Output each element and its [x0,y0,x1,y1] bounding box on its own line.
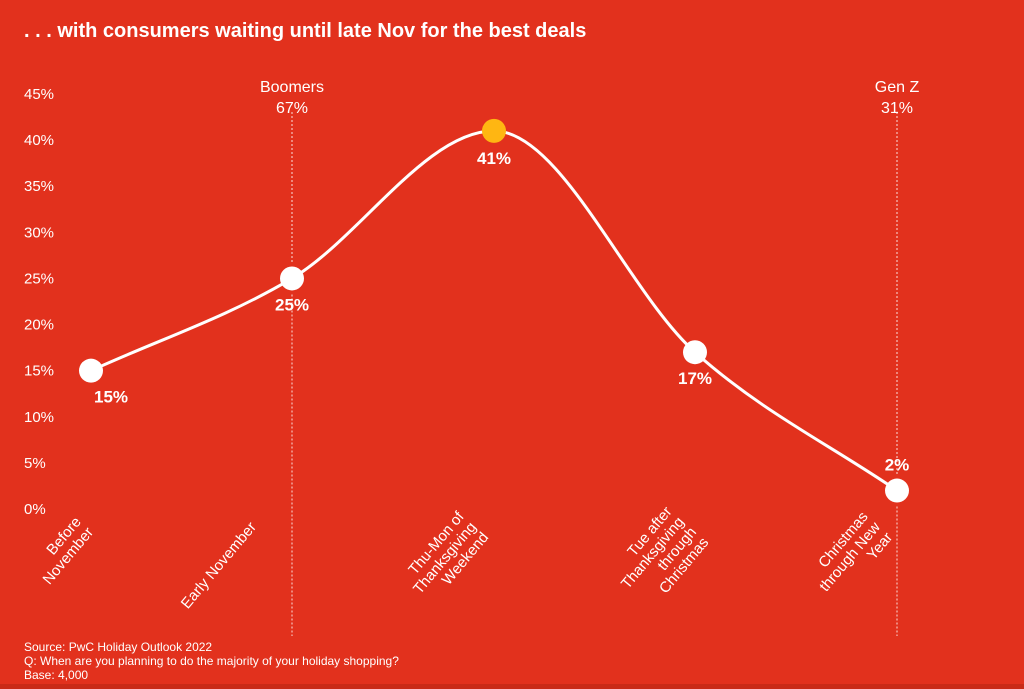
y-tick-label: 35% [24,178,54,195]
annotation-label: 31% [881,100,913,117]
y-tick-label: 5% [24,455,46,472]
y-tick-label: 30% [24,224,54,241]
line-chart: 0% 5% 10% 15% 20% 25% 30% 35% 40% 45% Boomers 67% G… [24,79,919,636]
annotations: Boomers 67% Gen Z 31% [260,79,919,636]
x-tick-label: Early November [178,519,260,612]
x-tick-label: Christmasthrough NewYear [804,508,896,605]
data-label: 2% [885,456,910,475]
x-tick-label: BeforeNovember [27,514,97,588]
series: 15% 25% 41% 17% 2% [79,118,910,503]
y-tick-label: 20% [24,317,54,334]
y-tick-label: 15% [24,363,54,380]
x-axis: BeforeNovember Early November Thu-Mon ofTh… [27,503,897,612]
chart-title: . . . with consumers waiting until late … [24,20,587,42]
data-marker [280,266,304,291]
y-tick-label: 10% [24,409,54,426]
annotation-label: Boomers [260,79,324,96]
highlight-marker [482,118,506,143]
question-note: Q: When are you planning to do the major… [24,654,399,668]
y-tick-label: 25% [24,270,54,287]
annotation-label: Gen Z [875,79,920,96]
bottom-strip [0,684,1024,689]
base-note: Base: 4,000 [24,668,89,682]
annotation-label: 67% [276,100,308,117]
footer: Source: PwC Holiday Outlook 2022 Q: When… [24,640,399,682]
y-tick-label: 45% [24,86,54,103]
x-tick-label: Thu-Mon ofThanksgivingWeekend [398,508,493,608]
data-marker [885,478,909,503]
source-note: Source: PwC Holiday Outlook 2022 [24,640,213,654]
x-tick-label: Tue afterThanksgivingthroughChristmas [606,503,713,612]
y-tick-label: 40% [24,132,54,149]
data-marker [79,358,103,383]
data-marker [683,340,707,365]
data-label: 25% [275,295,309,314]
series-line [90,129,898,492]
data-label: 41% [477,149,511,168]
data-label: 15% [94,388,128,407]
y-axis: 0% 5% 10% 15% 20% 25% 30% 35% 40% 45% [24,86,54,518]
y-tick-label: 0% [24,501,46,518]
data-label: 17% [678,369,712,388]
